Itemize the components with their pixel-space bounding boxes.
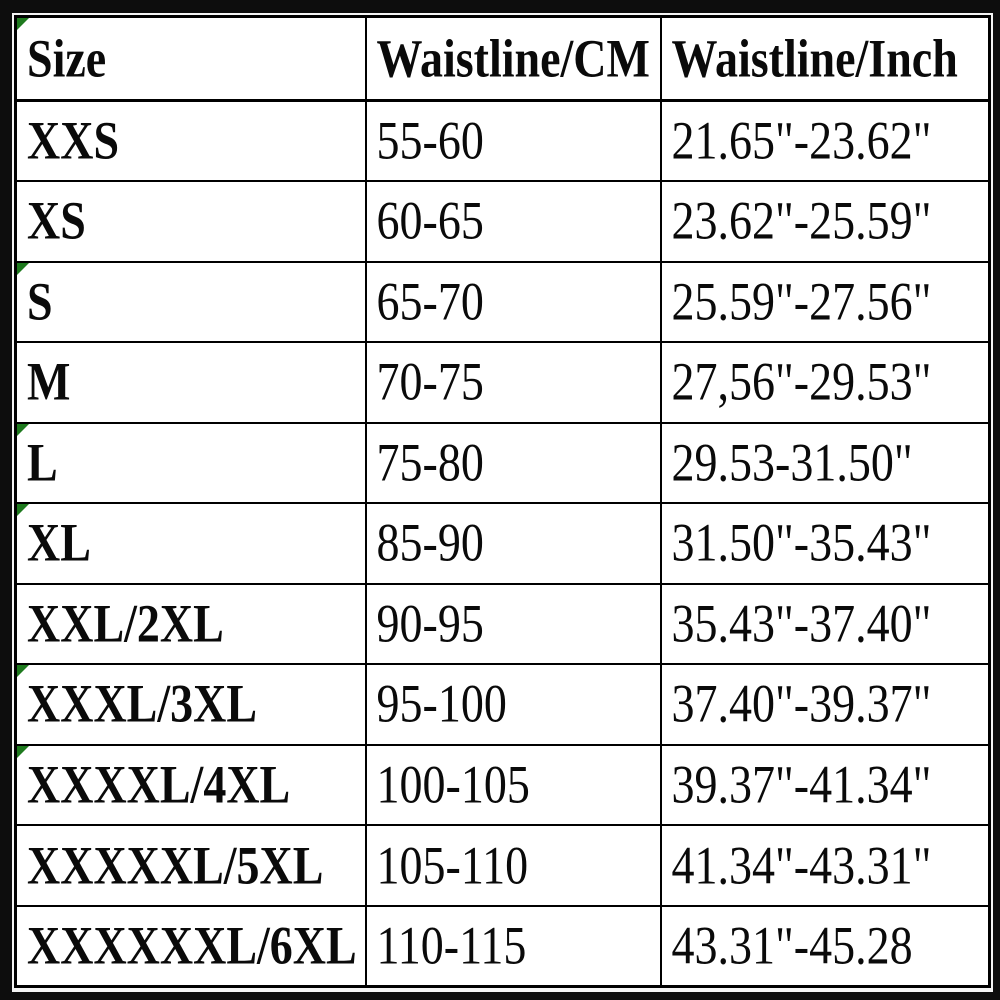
inch-cell: 39.37"-41.34" bbox=[659, 743, 991, 827]
cm-cell: 90-95 bbox=[364, 582, 662, 666]
table-row: M 70-75 27,56"-29.53" bbox=[14, 341, 991, 424]
header-cell-size: Size bbox=[14, 15, 367, 102]
cm-cell: 75-80 bbox=[364, 421, 662, 505]
cm-cell: 65-70 bbox=[364, 260, 662, 344]
header-row: Size Waistline/CM Waistline/Inch bbox=[14, 15, 991, 102]
inch-cell: 37.40"-39.37" bbox=[659, 663, 991, 746]
size-cell: S bbox=[14, 260, 367, 344]
header-label-size: Size bbox=[27, 27, 107, 88]
table-row: XXXL/3XL 95-100 37.40"-39.37" bbox=[14, 663, 991, 746]
table-row: XXS 55-60 21.65"-23.62" bbox=[14, 99, 991, 183]
inch-cell: 25.59"-27.56" bbox=[659, 260, 991, 344]
corner-marker-icon bbox=[17, 18, 29, 30]
corner-marker-icon bbox=[17, 746, 29, 758]
cm-cell: 55-60 bbox=[364, 99, 662, 183]
inch-cell: 31.50"-35.43" bbox=[659, 502, 991, 585]
size-cell: XXXXXXL/6XL bbox=[14, 904, 367, 988]
cm-cell: 95-100 bbox=[364, 663, 662, 746]
size-cell: XXL/2XL bbox=[14, 582, 367, 666]
header-label-waistline-inch: Waistline/Inch bbox=[671, 27, 958, 88]
inch-cell: 29.53-31.50" bbox=[659, 421, 991, 505]
table-row: XXXXXL/5XL 105-110 41.34"-43.31" bbox=[14, 824, 991, 907]
size-cell: L bbox=[14, 421, 367, 505]
cm-cell: 110-115 bbox=[364, 904, 662, 988]
table-row: XL 85-90 31.50"-35.43" bbox=[14, 502, 991, 585]
cm-cell: 105-110 bbox=[364, 824, 662, 907]
size-chart-table: Size Waistline/CM Waistline/Inch XXS 55-… bbox=[14, 15, 991, 988]
sheet-background: Size Waistline/CM Waistline/Inch XXS 55-… bbox=[12, 13, 993, 992]
size-cell: XS bbox=[14, 180, 367, 263]
cm-cell: 100-105 bbox=[364, 743, 662, 827]
corner-marker-icon bbox=[17, 666, 29, 678]
cm-cell: 85-90 bbox=[364, 502, 662, 585]
header-label-waistline-cm: Waistline/CM bbox=[376, 27, 650, 88]
cm-cell: 60-65 bbox=[364, 180, 662, 263]
table-row: S 65-70 25.59"-27.56" bbox=[14, 260, 991, 344]
inch-cell: 27,56"-29.53" bbox=[659, 341, 991, 424]
table-row: L 75-80 29.53-31.50" bbox=[14, 421, 991, 505]
size-cell: M bbox=[14, 341, 367, 424]
inch-cell: 35.43"-37.40" bbox=[659, 582, 991, 666]
table-row: XS 60-65 23.62"-25.59" bbox=[14, 180, 991, 263]
corner-marker-icon bbox=[17, 263, 29, 275]
size-cell: XXXXL/4XL bbox=[14, 743, 367, 827]
inch-cell: 43.31"-45.28 bbox=[659, 904, 991, 988]
inch-cell: 23.62"-25.59" bbox=[659, 180, 991, 263]
table-row: XXL/2XL 90-95 35.43"-37.40" bbox=[14, 582, 991, 666]
size-cell: XXXXXL/5XL bbox=[14, 824, 367, 907]
corner-marker-icon bbox=[17, 505, 29, 517]
size-cell: XXS bbox=[14, 99, 367, 183]
cm-cell: 70-75 bbox=[364, 341, 662, 424]
inch-cell: 21.65"-23.62" bbox=[659, 99, 991, 183]
header-cell-waistline-inch: Waistline/Inch bbox=[659, 15, 991, 102]
table-row: XXXXL/4XL 100-105 39.37"-41.34" bbox=[14, 743, 991, 827]
inch-cell: 41.34"-43.31" bbox=[659, 824, 991, 907]
header-cell-waistline-cm: Waistline/CM bbox=[364, 15, 662, 102]
size-cell: XXXL/3XL bbox=[14, 663, 367, 746]
corner-marker-icon bbox=[17, 424, 29, 436]
table-body: XXS 55-60 21.65"-23.62" XS 60-65 23.62"-… bbox=[14, 99, 991, 988]
size-cell: XL bbox=[14, 502, 367, 585]
table-row: XXXXXXL/6XL 110-115 43.31"-45.28 bbox=[14, 904, 991, 988]
